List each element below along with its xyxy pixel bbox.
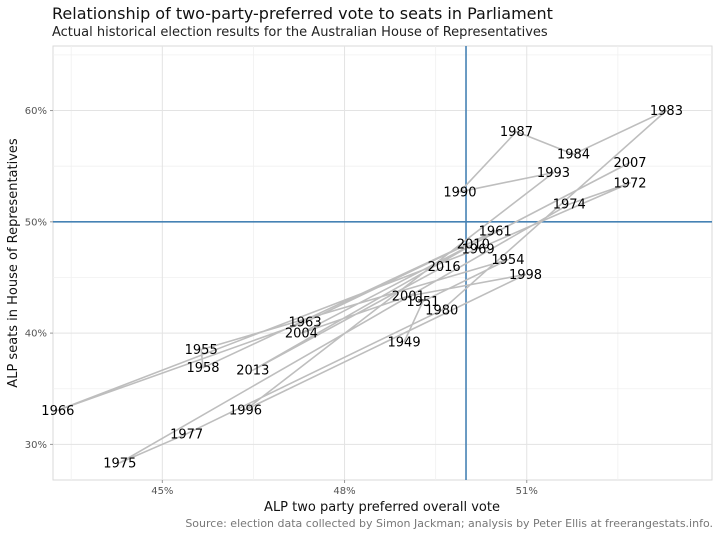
- y-tick-label: 30%: [25, 440, 47, 451]
- x-tick-label: 51%: [516, 486, 538, 497]
- y-tick-label: 50%: [25, 217, 47, 228]
- chart-subtitle: Actual historical election results for t…: [52, 25, 548, 40]
- point-label-2001: 2001: [392, 290, 425, 305]
- election-path-line: [57, 109, 668, 464]
- point-label-1969: 1969: [462, 242, 495, 257]
- point-label-1951: 1951: [406, 295, 439, 310]
- point-label-1996: 1996: [229, 403, 262, 418]
- plot-panel: [52, 45, 713, 481]
- chart-caption: Source: election data collected by Simon…: [185, 517, 713, 530]
- point-label-1975: 1975: [103, 456, 136, 471]
- series-path: [57, 109, 668, 464]
- y-tick-label: 40%: [25, 329, 47, 340]
- point-label-2004: 2004: [285, 327, 318, 342]
- point-label-2013: 2013: [236, 364, 269, 379]
- point-label-2016: 2016: [428, 260, 461, 275]
- point-label-1984: 1984: [557, 148, 590, 163]
- point-label-1993: 1993: [537, 166, 570, 181]
- point-label-1977: 1977: [170, 427, 203, 442]
- minor-gridlines: [53, 46, 712, 480]
- point-label-1961: 1961: [479, 224, 512, 239]
- point-label-1954: 1954: [491, 253, 524, 268]
- x-tick-label: 48%: [333, 486, 355, 497]
- point-label-1990: 1990: [443, 185, 476, 200]
- x-axis-title: ALP two party preferred overall vote: [264, 500, 500, 515]
- x-tick-label: 45%: [151, 486, 173, 497]
- point-label-1987: 1987: [500, 125, 533, 140]
- point-label-1958: 1958: [186, 361, 219, 376]
- point-label-2007: 2007: [613, 156, 646, 171]
- point-label-2010: 2010: [457, 238, 490, 253]
- chart-title: Relationship of two-party-preferred vote…: [52, 4, 553, 23]
- point-label-1949: 1949: [388, 336, 421, 351]
- y-tick-label: 60%: [25, 106, 47, 117]
- point-label-1998: 1998: [509, 268, 542, 283]
- point-label-1972: 1972: [613, 176, 646, 191]
- point-label-1966: 1966: [41, 404, 74, 419]
- point-label-1955: 1955: [185, 343, 218, 358]
- point-labels: 1949 1951 1954 1955 1958 1961 1963 1966 1969 1972…: [41, 104, 683, 471]
- point-label-1974: 1974: [553, 198, 586, 213]
- point-label-1983: 1983: [650, 104, 683, 119]
- y-axis-ticks: 30% 40% 50% 60%: [25, 106, 53, 451]
- y-axis-title: ALP seats in House of Representatives: [6, 138, 21, 388]
- x-axis-ticks: 45% 48% 51%: [151, 480, 538, 497]
- point-label-1963: 1963: [289, 316, 322, 331]
- point-label-1980: 1980: [425, 304, 458, 319]
